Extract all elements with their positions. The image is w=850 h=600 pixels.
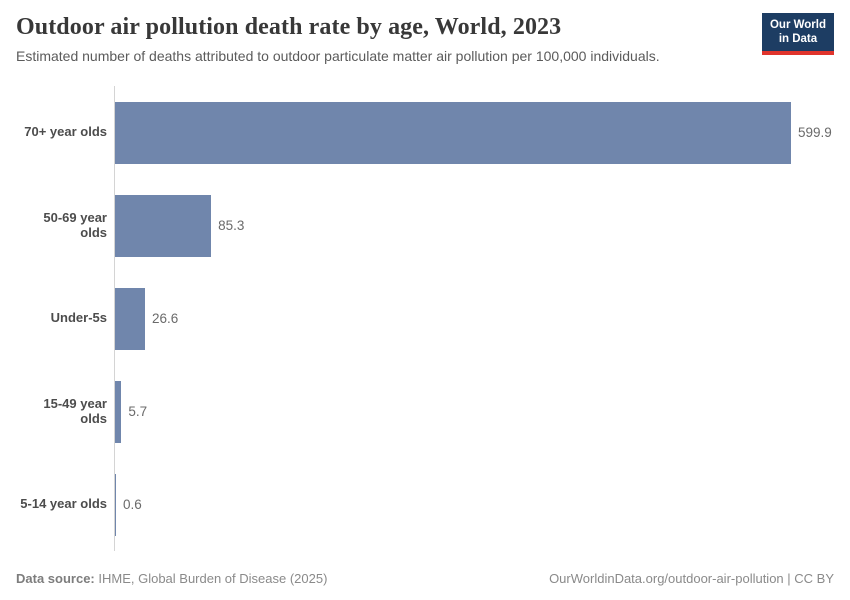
value-label: 599.9 [798,125,832,140]
value-label: 85.3 [218,218,245,233]
owid-logo: Our World in Data [761,13,834,55]
category-label: 50-69 year olds [43,209,107,240]
credit-link[interactable]: OurWorldinData.org/outdoor-air-pollution… [549,571,834,586]
bar-track: 5.7 [114,365,834,458]
data-source-label: Data source: [16,571,95,586]
category-label: 5-14 year olds [20,496,107,512]
value-label: 0.6 [123,497,142,512]
bar[interactable] [115,101,791,164]
data-source-value: IHME, Global Burden of Disease (2025) [94,571,328,586]
bar[interactable] [115,473,116,536]
bar-row: 5-14 year olds 0.6 [16,458,834,551]
bar-track: 85.3 [114,179,834,272]
bar-row: 15-49 year olds 5.7 [16,365,834,458]
bar-chart: 70+ year olds 599.9 50-69 year olds 85.3 Und… [16,86,834,551]
bar[interactable] [115,380,122,443]
data-source-note: Data source: IHME, Global Burden of Dise… [16,571,327,586]
chart-footer: Data source: IHME, Global Burden of Dise… [16,551,834,600]
page-subtitle: Estimated number of deaths attributed to… [16,48,660,64]
page-title: Outdoor air pollution death rate by age,… [16,14,562,40]
bar-track: 26.6 [114,272,834,365]
value-label: 26.6 [151,311,179,326]
bar-row: 70+ year olds 599.9 [16,86,834,179]
category-label: 70+ year olds [24,124,107,140]
bar[interactable] [115,287,145,350]
chart-header: Outdoor air pollution death rate by age,… [16,0,834,64]
value-label: 5.7 [128,404,148,419]
bar-track: 599.9 [114,86,834,179]
owid-logo-line2: in Data [778,33,818,46]
bar-track: 0.6 [114,458,834,551]
category-label: Under-5s [50,310,107,326]
bar[interactable] [115,194,212,257]
owid-logo-line1: Our World [769,19,826,31]
bar-row: 50-69 year olds 85.3 [16,179,834,272]
bar-row: Under-5s 26.6 [16,272,834,365]
category-label: 15-49 year olds [43,395,107,426]
